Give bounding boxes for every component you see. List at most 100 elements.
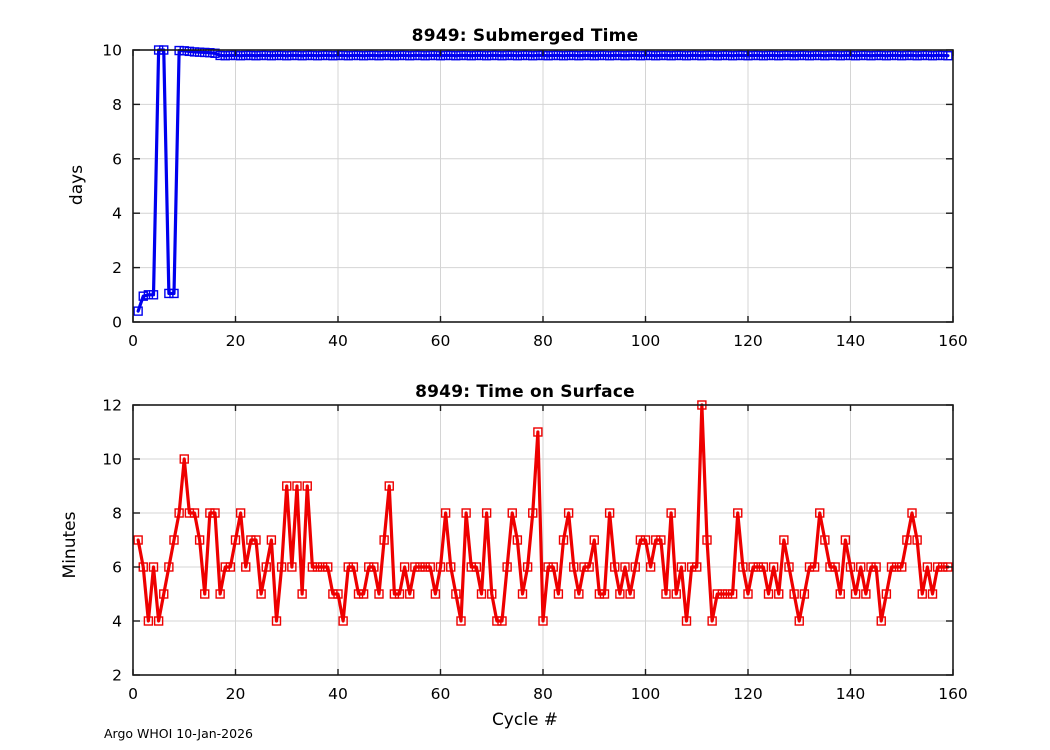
data-point-marker — [794, 616, 804, 626]
data-point-marker — [938, 50, 948, 61]
data-point-marker — [440, 508, 451, 518]
data-point-marker — [399, 50, 410, 61]
data-point-marker — [635, 51, 646, 61]
data-point-marker — [722, 589, 733, 599]
data-point-marker — [927, 589, 938, 599]
data-point-marker — [374, 589, 384, 599]
data-point-marker — [748, 50, 758, 61]
data-point-marker — [835, 589, 845, 599]
data-point-marker — [487, 50, 497, 61]
x-tick-label: 60 — [431, 332, 451, 350]
data-point-marker — [143, 290, 154, 300]
data-point-marker — [200, 589, 210, 599]
data-point-marker — [645, 50, 656, 61]
data-point-marker — [753, 562, 763, 572]
data-point-marker — [307, 50, 318, 61]
x-tick-label: 0 — [128, 685, 138, 703]
data-point-marker — [897, 562, 907, 572]
data-point-marker — [563, 508, 574, 518]
x-tick-label: 140 — [836, 332, 866, 350]
data-point-marker — [194, 535, 205, 545]
data-point-marker — [225, 562, 236, 572]
data-point-marker — [169, 535, 179, 545]
data-point-marker — [922, 50, 933, 61]
data-point-marker — [702, 535, 712, 545]
data-point-marker — [461, 508, 471, 518]
data-point-marker — [825, 50, 835, 61]
data-point-marker — [548, 562, 558, 572]
data-point-marker — [620, 562, 630, 572]
data-point-marker — [466, 51, 476, 61]
data-point-marker — [328, 51, 338, 61]
data-point-marker — [241, 50, 251, 61]
data-point-marker — [686, 562, 697, 572]
data-point-marker — [779, 535, 789, 545]
data-point-marker — [815, 508, 825, 518]
data-point-marker — [574, 51, 584, 61]
data-point-marker — [205, 48, 215, 58]
data-point-marker — [189, 508, 200, 518]
panel-submerged-time: 8949: Submerged Time days 0 20 40 60 80 100 12… — [0, 0, 1050, 360]
data-point-marker — [174, 508, 184, 518]
data-point-marker — [584, 50, 594, 61]
data-point-marker — [774, 51, 784, 61]
data-point-marker — [676, 562, 687, 572]
data-point-marker — [384, 50, 394, 61]
y-tick-label: 4 — [112, 205, 122, 223]
x-tick-label: 0 — [128, 332, 138, 350]
data-point-marker — [799, 50, 810, 61]
data-point-marker — [297, 589, 307, 599]
data-point-marker — [358, 51, 369, 61]
data-point-marker — [768, 50, 779, 61]
data-point-marker — [835, 51, 845, 61]
x-tick-label: 20 — [226, 332, 246, 350]
data-point-marker — [312, 562, 323, 572]
data-point-marker — [271, 50, 282, 61]
data-point-marker — [420, 562, 430, 572]
data-point-marker — [297, 51, 307, 61]
data-point-marker — [292, 50, 302, 61]
data-point-marker — [943, 51, 953, 61]
data-point-marker — [200, 47, 210, 58]
data-point-marker — [430, 589, 441, 599]
data-point-marker — [676, 50, 687, 61]
data-point-marker — [774, 589, 784, 599]
data-point-marker — [686, 50, 697, 61]
data-point-marker — [932, 562, 943, 572]
data-point-marker — [727, 51, 738, 61]
data-point-marker — [692, 562, 702, 572]
data-point-marker — [671, 50, 681, 61]
data-point-marker — [876, 616, 886, 626]
data-point-marker — [784, 50, 794, 61]
data-point-marker — [256, 50, 266, 61]
data-point-marker — [164, 562, 174, 572]
y-tick-label: 6 — [112, 559, 122, 577]
data-point-marker — [235, 508, 246, 518]
data-point-marker — [528, 508, 538, 518]
data-point-marker — [886, 562, 897, 572]
data-point-marker — [410, 50, 420, 61]
data-point-marker — [748, 562, 758, 572]
data-point-marker — [456, 50, 466, 61]
data-point-marker — [784, 562, 794, 572]
data-point-marker — [323, 562, 333, 572]
data-point-marker — [768, 562, 779, 572]
data-point-marker — [733, 50, 743, 61]
data-point-marker — [148, 562, 159, 572]
data-point-marker — [415, 50, 425, 61]
data-point-marker — [558, 51, 569, 61]
data-point-marker — [779, 50, 789, 61]
data-point-marker — [794, 50, 804, 61]
data-point-marker — [317, 562, 328, 572]
data-point-marker — [625, 50, 635, 61]
data-point-marker — [220, 51, 230, 61]
data-point-marker — [179, 454, 189, 464]
data-point-marker — [850, 589, 861, 599]
data-point-marker — [727, 589, 738, 599]
data-point-marker — [917, 50, 927, 61]
data-point-marker — [502, 562, 512, 572]
data-point-marker — [666, 508, 676, 518]
data-point-marker — [881, 589, 892, 599]
data-point-marker — [266, 535, 277, 545]
